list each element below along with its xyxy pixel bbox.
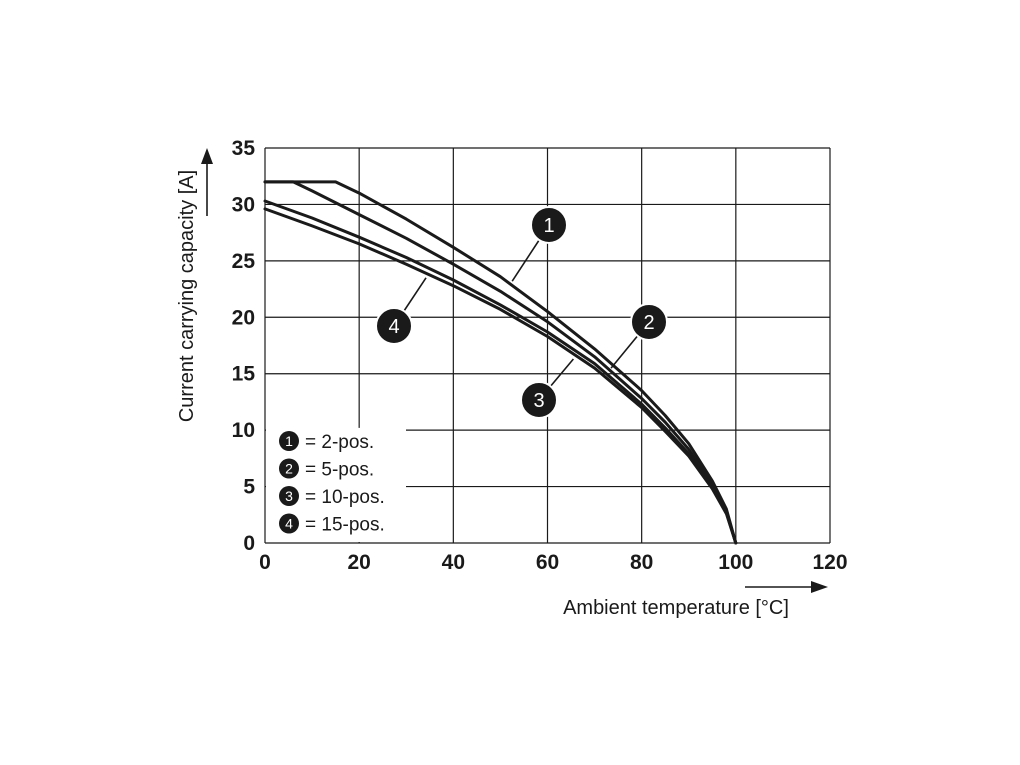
callout-badge	[375, 307, 413, 345]
legend-badge-number: 2	[285, 461, 293, 477]
legend-badge-number: 4	[285, 516, 293, 532]
x-tick-label: 120	[812, 551, 847, 574]
x-tick-label: 0	[259, 551, 271, 574]
x-tick-label: 80	[630, 551, 653, 574]
y-axis-label: Current carrying capacity [A]	[176, 170, 198, 422]
legend-badge	[279, 513, 299, 534]
legend-badge	[279, 431, 299, 451]
series-line-2	[263, 180, 738, 545]
legend-entry-1: 1 = 2-pos.	[279, 431, 374, 453]
y-tick-label: 10	[232, 419, 255, 442]
series-line-1	[263, 180, 738, 545]
x-tick-label: 40	[442, 551, 465, 574]
x-tick-label: 20	[347, 551, 370, 574]
series-callouts: 1 2 3 4	[375, 206, 668, 419]
chart-ticks: 0 20 40 60 80 100 120 0 5 10 15 20 25 30 35	[232, 137, 848, 574]
callout-number: 3	[533, 390, 544, 412]
y-tick-label: 5	[243, 476, 255, 499]
callout-number: 4	[388, 316, 399, 338]
legend-label: = 5-pos.	[305, 460, 374, 481]
series-line-4	[263, 207, 738, 545]
legend-badge-number: 1	[285, 433, 293, 449]
x-axis-label: Ambient temperature [°C]	[563, 597, 789, 619]
y-tick-label: 0	[243, 532, 255, 555]
callout-4: 4	[375, 277, 427, 345]
callout-badge	[520, 381, 558, 419]
chart-grid	[264, 147, 831, 544]
callout-badge	[530, 206, 568, 244]
legend-entry-2: 2 = 5-pos.	[279, 458, 374, 481]
y-tick-label: 20	[232, 306, 255, 329]
legend-badge-number: 3	[285, 488, 293, 504]
legend-entry-3: 3 = 10-pos.	[279, 486, 385, 508]
y-tick-label: 30	[232, 193, 255, 216]
y-axis-arrow	[201, 148, 213, 216]
legend-entry-4: 4 = 15-pos.	[279, 513, 385, 536]
x-tick-label: 60	[536, 551, 559, 574]
legend-label: = 2-pos.	[305, 432, 374, 453]
legend-badge	[279, 486, 299, 506]
legend-badge	[279, 458, 299, 479]
callout-number: 2	[643, 312, 654, 334]
legend-label: = 15-pos.	[305, 515, 385, 536]
callout-2: 2	[610, 303, 668, 369]
y-tick-label: 35	[232, 137, 256, 160]
callout-3: 3	[520, 358, 575, 419]
y-tick-label: 25	[232, 250, 256, 273]
y-tick-label: 15	[232, 363, 256, 386]
callout-number: 1	[543, 215, 554, 237]
x-axis-arrow	[745, 581, 828, 593]
x-tick-label: 100	[718, 551, 753, 574]
chart-legend: 1 = 2-pos. 2 = 5-pos. 3 = 10-pos. 4 = 15-pos.	[266, 427, 406, 542]
callout-1: 1	[511, 206, 568, 282]
chart-series	[263, 180, 738, 545]
callout-badge	[630, 303, 668, 341]
legend-label: = 10-pos.	[305, 487, 385, 508]
